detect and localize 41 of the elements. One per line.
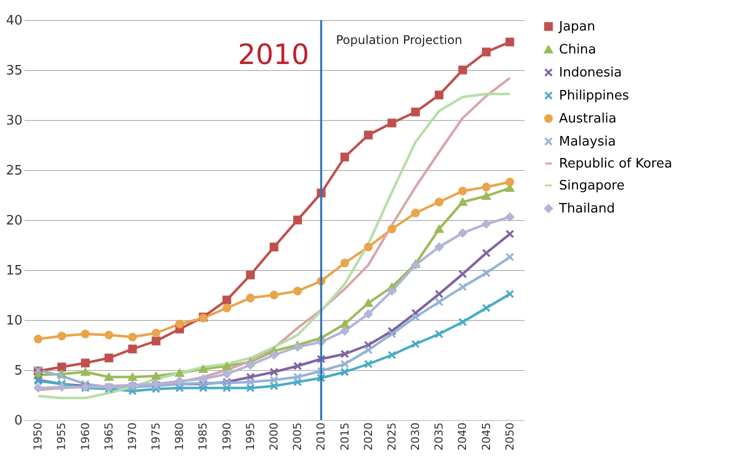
x-tick-label: 1975 [150,422,163,450]
x-tick-label: 1970 [126,422,139,450]
y-tick-label: 10 [6,314,22,328]
legend-label: Singapore [559,178,625,194]
legend-label: Malaysia [559,134,616,150]
x-tick-label: 2015 [338,422,352,450]
y-tick-label: 25 [6,164,22,178]
ref-line-label: 2010 [238,38,310,71]
x-tick-label: 1990 [220,422,234,450]
x-tick-label: 1965 [102,422,116,450]
legend-label: Indonesia [559,66,622,80]
x-tick-label: 1950 [32,422,45,450]
legend-label: Australia [559,112,617,126]
y-tick-label: 35 [6,64,22,78]
legend-label: Japan [558,20,596,34]
y-tick-label: 30 [6,114,22,128]
x-tick-label: 2005 [291,422,304,450]
legend-label: Philippines [559,88,630,104]
legend-label: China [559,42,596,58]
x-tick-label: 2035 [432,422,446,450]
x-tick-label: 2045 [480,422,493,450]
x-tick-label: 1955 [55,422,68,450]
x-tick-label: 2050 [503,422,516,450]
x-tick-label: 1960 [78,422,92,450]
y-tick-label: 0 [14,414,22,428]
x-tick-label: 1980 [173,422,186,450]
x-tick-label: 2040 [456,422,470,450]
legend-label: Thailand [558,202,615,216]
legend-label: Republic of Korea [559,156,672,172]
x-tick-label: 1995 [244,422,257,450]
y-tick-label: 40 [6,14,22,28]
x-tick-label: 2025 [385,422,398,450]
x-tick-label: 2020 [362,422,375,450]
x-tick-label: 2010 [314,422,328,450]
y-tick-label: 15 [6,264,22,278]
y-tick-label: 5 [14,364,22,378]
x-tick-label: 2000 [268,422,280,450]
annotation: Population Projection [336,33,462,47]
x-tick-label: 2030 [409,422,422,450]
y-tick-label: 20 [6,214,22,228]
x-tick-label: 1985 [196,422,210,450]
